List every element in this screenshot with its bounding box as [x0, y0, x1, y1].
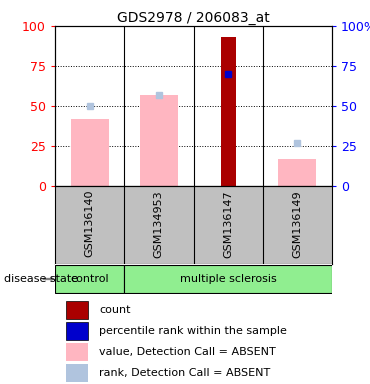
- Text: GSM136149: GSM136149: [292, 190, 302, 258]
- Bar: [55, 265, 124, 293]
- Text: disease state: disease state: [4, 274, 78, 284]
- Bar: [66, 301, 88, 319]
- Bar: [66, 364, 88, 382]
- Text: GSM134953: GSM134953: [154, 190, 164, 258]
- Bar: [66, 343, 88, 361]
- Text: rank, Detection Call = ABSENT: rank, Detection Call = ABSENT: [99, 368, 270, 378]
- Bar: [124, 265, 332, 293]
- Bar: [278, 159, 316, 186]
- Text: GSM136140: GSM136140: [85, 190, 95, 257]
- Bar: [221, 37, 236, 186]
- Title: GDS2978 / 206083_at: GDS2978 / 206083_at: [117, 11, 270, 25]
- Text: control: control: [70, 274, 109, 284]
- Text: GSM136147: GSM136147: [223, 190, 233, 258]
- Bar: [71, 119, 109, 186]
- Text: count: count: [99, 305, 131, 315]
- Bar: [66, 322, 88, 340]
- Text: percentile rank within the sample: percentile rank within the sample: [99, 326, 287, 336]
- Text: multiple sclerosis: multiple sclerosis: [180, 274, 276, 284]
- Text: value, Detection Call = ABSENT: value, Detection Call = ABSENT: [99, 347, 276, 357]
- Bar: [140, 95, 178, 186]
